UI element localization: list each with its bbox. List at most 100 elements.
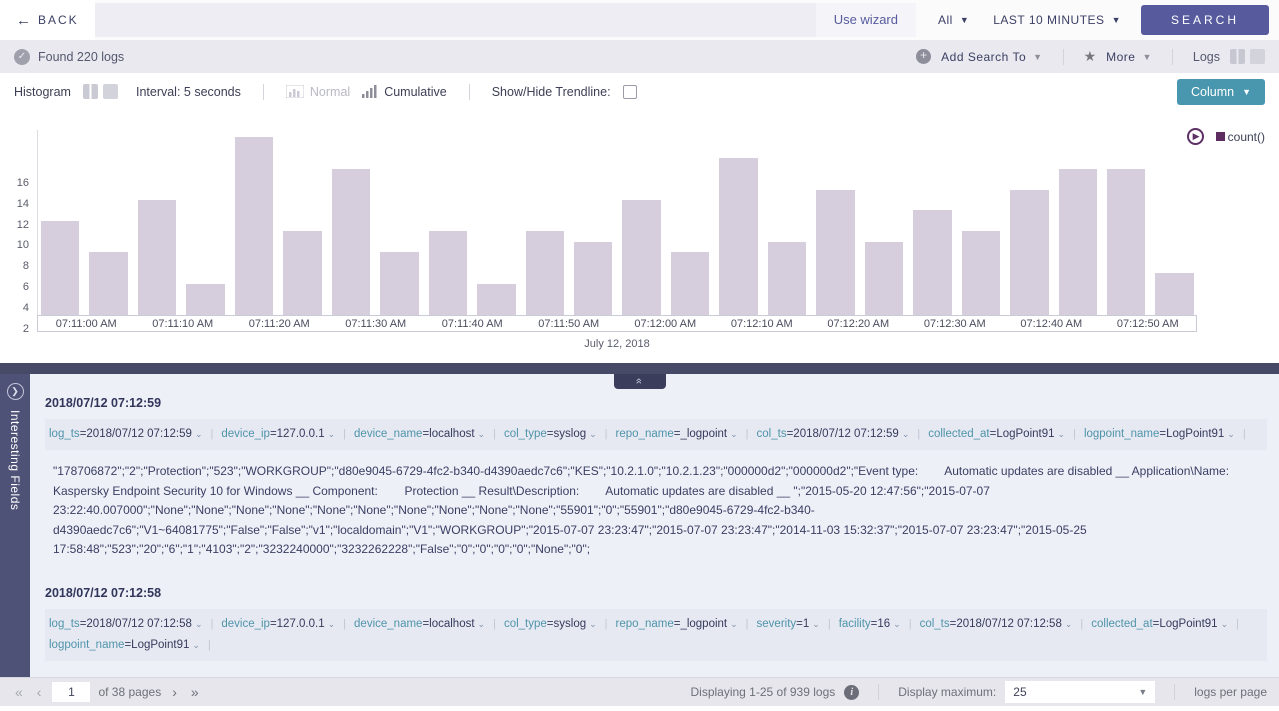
first-page-button[interactable]: « — [15, 684, 23, 700]
field-equals: = — [546, 428, 554, 440]
histogram-bar[interactable] — [767, 242, 807, 315]
chart-type-button[interactable]: Column ▼ — [1177, 78, 1265, 105]
info-icon[interactable]: i — [844, 684, 860, 700]
use-wizard-link[interactable]: Use wizard — [815, 3, 916, 37]
trendline-checkbox[interactable] — [622, 84, 637, 99]
field-equals: = — [989, 428, 997, 440]
histogram-bar[interactable] — [1106, 169, 1146, 315]
next-page-button[interactable]: › — [172, 684, 177, 700]
histogram-bar[interactable] — [331, 169, 371, 315]
histogram-bar[interactable] — [477, 284, 516, 315]
field-pill-col_type[interactable]: col_type=syslog ⌄ — [504, 424, 597, 445]
histogram-bar[interactable] — [573, 242, 613, 315]
field-pill-device_ip[interactable]: device_ip=127.0.0.1 ⌄ — [221, 614, 335, 635]
histogram-title: Histogram — [14, 84, 71, 99]
histogram-bar[interactable] — [380, 252, 419, 315]
histogram-bar[interactable] — [1058, 169, 1097, 315]
field-pill-device_name[interactable]: device_name=localhost ⌄ — [354, 614, 485, 635]
chart-legend: ▶ count() — [1186, 128, 1265, 145]
back-button[interactable]: ← BACK — [0, 0, 95, 40]
chevron-down-icon[interactable]: ⌄ — [589, 618, 597, 629]
field-pill-logpoint_name[interactable]: logpoint_name=LogPoint91 ⌄ — [49, 635, 200, 656]
collapse-histogram-button[interactable]: » — [614, 374, 666, 389]
field-equals: = — [1152, 617, 1160, 630]
field-pill-log_ts[interactable]: log_ts=2018/07/12 07:12:58 ⌄ — [49, 614, 202, 635]
histogram-bar[interactable] — [961, 231, 1001, 315]
field-pill-collected_at[interactable]: collected_at=LogPoint91 ⌄ — [1091, 614, 1228, 635]
histogram-bar[interactable] — [816, 190, 855, 315]
field-pill-device_name[interactable]: device_name=localhost ⌄ — [354, 424, 485, 445]
log-timestamp: 2018/07/12 07:12:59 — [45, 396, 162, 410]
chevron-down-icon[interactable]: ⌄ — [477, 429, 486, 439]
star-icon[interactable]: ★ — [1083, 48, 1097, 64]
split-view-icon[interactable] — [1230, 49, 1245, 64]
search-query-input[interactable] — [94, 3, 816, 37]
histogram-bar[interactable] — [525, 231, 564, 315]
histogram-bar[interactable] — [913, 210, 952, 315]
page-number-input[interactable] — [52, 682, 91, 702]
interesting-fields-sidebar[interactable]: ❯ Interesting Fields — [0, 374, 30, 677]
pagination-right: Displaying 1-25 of 939 logs i Display ma… — [690, 681, 1267, 703]
histogram-bar[interactable] — [137, 200, 177, 315]
chevron-down-icon[interactable]: ⌄ — [901, 429, 910, 439]
time-range-dropdown[interactable]: LAST 10 MINUTES ▼ — [993, 13, 1121, 27]
field-pill-repo_name[interactable]: repo_name=_logpoint ⌄ — [616, 424, 738, 445]
chevron-down-icon[interactable]: ⌄ — [194, 429, 203, 439]
histogram-bar[interactable] — [670, 252, 710, 315]
chevron-down-icon[interactable]: ⌄ — [327, 618, 336, 629]
histogram-bar[interactable] — [864, 242, 904, 315]
play-icon[interactable]: ▶ — [1186, 128, 1204, 145]
field-pill-col_ts[interactable]: col_ts=2018/07/12 07:12:59 ⌄ — [757, 424, 910, 445]
chevron-down-icon: ▼ — [959, 15, 970, 25]
chevron-down-icon[interactable]: ⌄ — [893, 618, 901, 629]
field-pill-repo_name[interactable]: repo_name=_logpoint ⌄ — [616, 614, 738, 635]
histogram-bar[interactable] — [41, 221, 80, 315]
field-pill-collected_at[interactable]: collected_at=LogPoint91 ⌄ — [928, 424, 1065, 445]
histogram-bar[interactable] — [186, 284, 225, 315]
histogram-bar[interactable] — [428, 231, 468, 315]
y-axis-tick: 4 — [22, 302, 29, 314]
display-maximum-select[interactable]: 25 ▼ — [1005, 681, 1156, 703]
more-dropdown[interactable]: More ▼ — [1106, 49, 1152, 64]
chevron-down-icon[interactable]: ⌄ — [730, 429, 738, 439]
cumulative-mode-button[interactable]: Cumulative — [362, 85, 447, 99]
repo-scope-dropdown[interactable]: All ▼ — [937, 13, 970, 27]
histogram-bar[interactable] — [1010, 190, 1049, 315]
split-view-icon[interactable] — [82, 84, 98, 99]
chevron-down-icon[interactable]: ⌄ — [194, 618, 203, 629]
chevron-down-icon[interactable]: ⌄ — [327, 429, 336, 439]
chevron-down-icon[interactable]: ⌄ — [1220, 618, 1229, 629]
chevron-down-icon[interactable]: ⌄ — [812, 618, 820, 629]
field-pill-col_type[interactable]: col_type=syslog ⌄ — [504, 614, 597, 635]
field-pill-severity[interactable]: severity=1 ⌄ — [757, 614, 820, 635]
field-pill-log_ts[interactable]: log_ts=2018/07/12 07:12:59 ⌄ — [49, 424, 202, 445]
chevron-down-icon[interactable]: ⌄ — [477, 618, 486, 629]
search-button[interactable]: SEARCH — [1140, 5, 1269, 35]
last-page-button[interactable]: » — [190, 684, 199, 700]
histogram-bar[interactable] — [283, 231, 322, 315]
chevron-down-icon[interactable]: ⌄ — [192, 639, 200, 650]
display-maximum-label: Display maximum: — [898, 685, 997, 699]
full-view-icon[interactable] — [102, 84, 118, 99]
prev-page-button[interactable]: ‹ — [36, 684, 42, 700]
chevron-down-icon[interactable]: ⌄ — [1064, 618, 1073, 629]
histogram-bar[interactable] — [622, 200, 661, 315]
normal-mode-button[interactable]: Normal — [285, 85, 350, 99]
log-raw-message[interactable]: "178706872";"2";"Protection";"523";"WORK… — [53, 464, 1256, 556]
field-pill-col_ts[interactable]: col_ts=2018/07/12 07:12:58 ⌄ — [920, 614, 1073, 635]
add-search-to-dropdown[interactable]: Add Search To ▼ — [941, 49, 1043, 64]
histogram-bar[interactable] — [89, 252, 128, 315]
expand-sidebar-icon[interactable]: ❯ — [6, 383, 24, 400]
full-view-icon[interactable] — [1250, 49, 1265, 64]
histogram-bar[interactable] — [719, 158, 758, 315]
chevron-down-icon[interactable]: ⌄ — [730, 618, 738, 629]
chevron-down-icon[interactable]: ⌄ — [1057, 429, 1066, 439]
field-pill-logpoint_name[interactable]: logpoint_name=LogPoint91 ⌄ — [1084, 424, 1235, 445]
histogram-bar[interactable] — [1155, 273, 1194, 315]
chevron-down-icon[interactable]: ⌄ — [1227, 429, 1235, 439]
legend-item-count[interactable]: count() — [1215, 130, 1265, 144]
field-pill-facility[interactable]: facility=16 ⌄ — [839, 614, 901, 635]
field-pill-device_ip[interactable]: device_ip=127.0.0.1 ⌄ — [221, 424, 335, 445]
chevron-down-icon[interactable]: ⌄ — [589, 429, 597, 439]
histogram-bar[interactable] — [234, 137, 274, 315]
